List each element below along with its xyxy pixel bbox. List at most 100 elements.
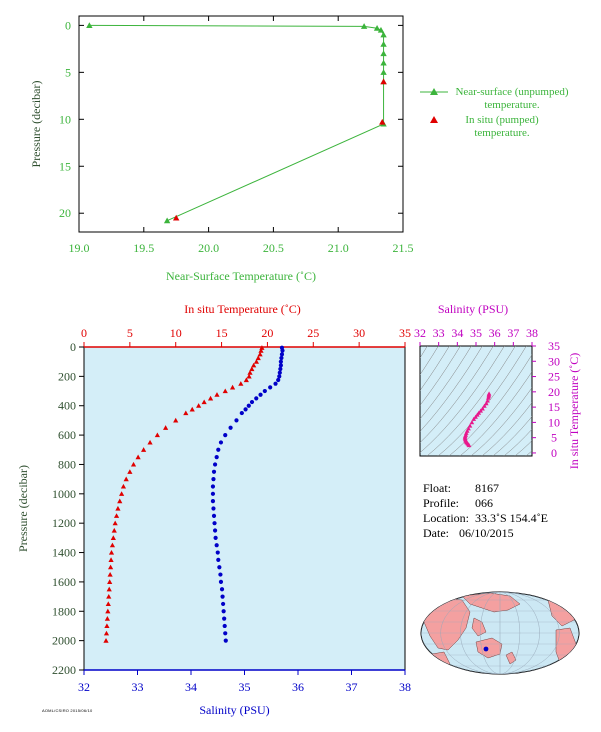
ts-plot-area <box>419 345 533 457</box>
top-x-tick-label: 19.0 <box>69 241 90 255</box>
temperature-point <box>249 366 255 372</box>
salinity-tick-label: 38 <box>399 680 411 694</box>
pressure-tick-label: 2200 <box>52 663 76 677</box>
temperature-point <box>135 454 141 460</box>
temperature-tick-label: 35 <box>399 326 411 340</box>
density-contour <box>459 371 532 456</box>
ts-x-tick-label: 36 <box>489 326 501 340</box>
temperature-tick-label: 5 <box>127 326 133 340</box>
ts-y-tick-label: 20 <box>548 385 560 399</box>
temperature-point <box>247 370 253 375</box>
top-chart-legend: Near-surface (unpumped) temperature. In … <box>418 86 572 140</box>
location-label: Location: <box>423 511 469 525</box>
salinity-point <box>273 381 278 386</box>
profile-value: 066 <box>475 496 493 510</box>
salinity-point <box>211 513 217 518</box>
ts-y-tick-label: 10 <box>548 415 560 429</box>
temperature-point <box>104 616 110 621</box>
salinity-point <box>278 366 283 372</box>
ts-x-tick-label: 37 <box>507 326 519 340</box>
salinity-point <box>210 499 216 504</box>
salinity-point <box>212 521 217 526</box>
density-contour <box>420 346 483 432</box>
pressure-tick-label: 1400 <box>52 546 76 560</box>
salinity-tick-label: 32 <box>78 680 90 694</box>
temperature-axis-label: In situ Temperature (˚C) <box>184 302 301 316</box>
salinity-point <box>218 572 223 577</box>
temperature-point <box>127 469 133 474</box>
map-graticule-lon <box>440 592 560 674</box>
profile-y-axis-label: Pressure (decibar) <box>16 465 30 552</box>
legend-label-pumped: In situ (pumped) temperature. <box>465 114 539 139</box>
salinity-point <box>222 616 227 621</box>
salinity-point <box>222 623 227 629</box>
ts-x-tick-label: 33 <box>433 326 445 340</box>
density-contour <box>420 346 494 443</box>
date-label: Date: <box>423 526 449 540</box>
top-plot-frame <box>78 15 404 233</box>
temperature-point <box>141 447 147 452</box>
temperature-tick-label: 15 <box>216 326 228 340</box>
temperature-point <box>251 362 257 368</box>
salinity-point <box>219 587 225 592</box>
salinity-point <box>279 355 284 361</box>
temperature-point <box>130 461 137 467</box>
temperature-point <box>259 345 265 350</box>
ts-point <box>469 420 475 425</box>
density-contour <box>448 354 532 456</box>
temperature-point <box>207 395 214 401</box>
salinity-point <box>279 352 285 357</box>
salinity-point <box>216 557 221 562</box>
temperature-tick-label: 20 <box>261 326 273 340</box>
top-y-tick-label: 5 <box>65 65 71 79</box>
temperature-point <box>255 355 261 361</box>
temperature-point <box>238 381 244 386</box>
pressure-tick-label: 2000 <box>52 634 76 648</box>
temperature-point <box>173 417 179 423</box>
salinity-point <box>217 565 222 570</box>
temperature-point <box>106 593 112 599</box>
temperature-point <box>107 579 113 584</box>
pressure-tick-label: 1800 <box>52 604 76 618</box>
temperature-point <box>105 601 111 607</box>
map-graticule-lon <box>479 592 520 674</box>
float-label: Float: <box>423 481 452 495</box>
temperature-point <box>120 483 127 489</box>
legend-item-pumped: In situ (pumped) temperature. <box>418 114 572 140</box>
temperature-point <box>123 476 129 482</box>
salinity-point <box>221 601 226 607</box>
temperature-point <box>258 348 264 353</box>
unpumped-line <box>89 24 385 222</box>
temperature-tick-label: 25 <box>307 326 319 340</box>
pressure-tick-label: 800 <box>58 457 76 471</box>
unpumped-point <box>86 22 93 28</box>
density-contour <box>481 402 532 456</box>
temperature-point <box>222 388 228 394</box>
top-y-tick-label: 20 <box>59 206 71 220</box>
salinity-point <box>234 418 239 423</box>
salinity-point <box>212 462 218 467</box>
unpumped-point <box>360 23 368 29</box>
ts-x-tick-label: 32 <box>414 326 426 340</box>
temperature-tick-label: 0 <box>81 326 87 340</box>
unpumped-point <box>380 31 387 38</box>
top-x-axis-label: Near-Surface Temperature (˚C) <box>166 269 316 283</box>
unpumped-point <box>163 217 171 224</box>
top-x-tick-label: 21.0 <box>328 241 349 255</box>
salinity-point <box>215 550 220 555</box>
float-value: 8167 <box>475 481 499 495</box>
ts-x-tick-label: 38 <box>526 326 538 340</box>
salinity-point <box>278 359 283 364</box>
temperature-point <box>108 557 114 562</box>
salinity-point <box>214 455 219 460</box>
top-x-tick-label: 19.5 <box>133 241 154 255</box>
temperature-point <box>113 513 120 518</box>
salinity-point <box>210 484 216 489</box>
top-y-tick-label: 10 <box>59 112 71 126</box>
salinity-point <box>246 403 251 408</box>
temperature-point <box>196 403 202 408</box>
temperature-point <box>201 399 207 405</box>
top-y-tick-label: 0 <box>65 18 71 32</box>
pressure-tick-label: 1600 <box>52 575 76 589</box>
salinity-point <box>277 374 282 379</box>
